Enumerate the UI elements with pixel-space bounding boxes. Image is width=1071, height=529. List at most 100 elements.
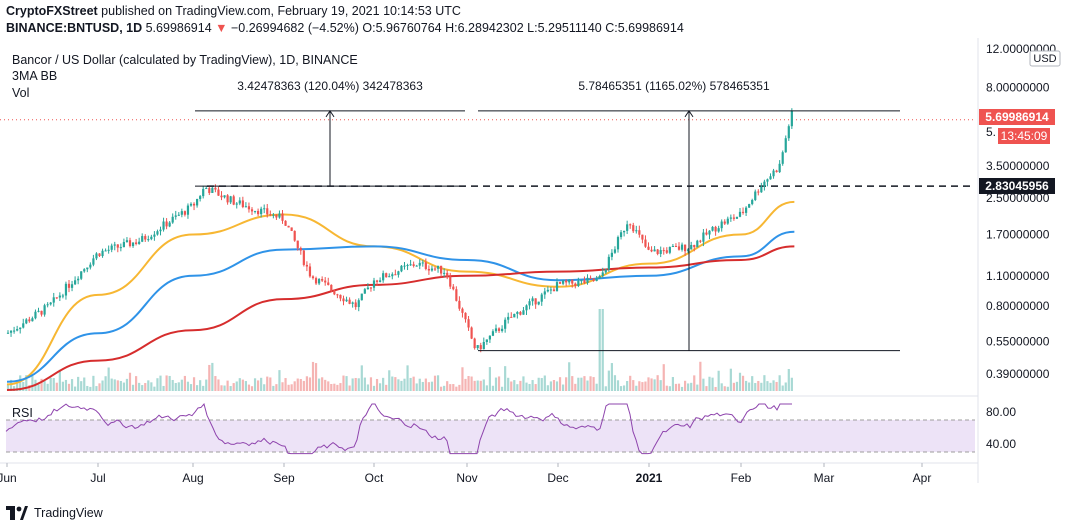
candle-body	[714, 226, 717, 232]
candle-body	[263, 208, 266, 210]
volume-bar	[494, 377, 498, 391]
publisher-name[interactable]: CryptoFXStreet	[6, 4, 98, 18]
volume-bar	[290, 384, 293, 391]
candle-body	[138, 241, 141, 244]
candle-body	[214, 187, 217, 190]
candle-body	[775, 170, 778, 173]
candle-body	[275, 214, 278, 218]
volume-bars	[6, 309, 793, 391]
volume-bar	[64, 379, 68, 391]
candle-body	[711, 226, 714, 231]
candle-body	[46, 304, 49, 306]
candle-body	[751, 199, 754, 205]
volume-bar	[31, 375, 34, 391]
down-arrow-icon: ▼	[215, 21, 228, 35]
candle-body	[314, 278, 318, 284]
candlesticks	[6, 108, 793, 353]
time-tick-label: Jul	[90, 471, 105, 485]
publish-line: CryptoFXStreet published on TradingView.…	[6, 4, 461, 18]
price-tick-label: 3.50000000	[986, 159, 1050, 173]
volume-bar	[385, 384, 388, 391]
volume-bar	[784, 382, 787, 391]
volume-bar	[738, 372, 742, 391]
volume-bar	[92, 375, 95, 391]
volume-bar	[171, 379, 174, 391]
measurement-boxes[interactable]: 3.42478363 (120.04%) 342478363 5.78465351…	[195, 79, 900, 352]
candle-body	[6, 332, 10, 334]
candle-body	[452, 286, 455, 290]
candle-body	[769, 176, 772, 180]
candle-body	[89, 264, 92, 268]
candle-body	[183, 211, 186, 215]
candle-body	[55, 297, 58, 299]
candle-body	[388, 276, 391, 278]
volume-bar	[534, 384, 537, 391]
candle-body	[403, 265, 406, 267]
volume-bar	[702, 378, 705, 391]
volume-bar	[199, 380, 202, 391]
currency-label: USD	[1033, 53, 1056, 65]
candle-body	[311, 276, 315, 279]
volume-bar	[543, 375, 546, 391]
high-label: H:	[445, 21, 458, 35]
volume-bar	[183, 375, 186, 391]
candle-body	[641, 234, 644, 240]
candle-body	[101, 250, 104, 257]
candle-body	[555, 282, 559, 292]
volume-bar	[61, 381, 64, 391]
candle-body	[766, 179, 769, 182]
candle-body	[412, 264, 415, 266]
volume-bar	[360, 365, 363, 391]
volume-bar	[250, 386, 254, 391]
candle-body	[525, 305, 528, 311]
volume-bar	[299, 379, 302, 391]
tradingview-logo-icon[interactable]	[6, 506, 28, 520]
volume-bar	[717, 370, 720, 391]
candle-body	[272, 214, 275, 216]
candle-body	[659, 250, 662, 254]
time-axis[interactable]: Jun Jul Aug Sep Oct Nov Dec 2021 Feb Mar Apr	[0, 463, 931, 485]
volume-bar	[497, 376, 501, 391]
price-tick-label: 1.10000000	[986, 269, 1050, 283]
candle-body	[80, 271, 83, 279]
volume-bar	[220, 385, 223, 391]
volume-bar	[345, 376, 348, 391]
volume-bar	[168, 375, 171, 391]
candle-body	[662, 250, 665, 252]
volume-bar	[626, 381, 629, 391]
volume-bar	[433, 375, 437, 391]
low-value: 5.29511140	[537, 21, 602, 35]
brand-name[interactable]: TradingView	[34, 506, 103, 520]
candle-body	[58, 295, 61, 298]
price-tick-label: 8.00000000	[986, 81, 1050, 95]
price-axis[interactable]: 12.000000008.000000005.3.500000002.50000…	[986, 42, 1056, 381]
current-price-tag	[979, 109, 1055, 125]
currency-badge[interactable]	[1029, 50, 1061, 67]
volume-bar	[781, 385, 784, 391]
volume-bar	[150, 382, 153, 391]
volume-bar	[25, 375, 28, 391]
volume-bar	[729, 368, 732, 391]
candle-body	[507, 316, 510, 320]
volume-bar	[665, 385, 668, 391]
measure-label-1: 3.42478363 (120.04%) 342478363	[237, 79, 423, 93]
candle-body	[354, 302, 357, 308]
candle-body	[552, 289, 556, 292]
volume-bar	[421, 381, 424, 391]
volume-bar	[513, 380, 516, 391]
candle-body	[372, 280, 376, 288]
volume-bar	[696, 384, 699, 391]
candle-body	[113, 244, 116, 246]
volume-bar	[86, 385, 89, 391]
price-chart[interactable]: 80.00 40.00 3.42478363 (120.04%) 34247836…	[0, 38, 1071, 501]
volume-bar	[260, 377, 263, 391]
volume-bar	[745, 380, 748, 391]
candle-body	[357, 300, 360, 308]
candle-body	[623, 230, 626, 233]
candle-body	[363, 289, 366, 294]
volume-bar	[196, 385, 199, 391]
ma-legend: 3MA BB	[12, 69, 57, 83]
candle-body	[684, 244, 687, 252]
low-label: L:	[527, 21, 538, 35]
volume-bar	[336, 384, 339, 391]
